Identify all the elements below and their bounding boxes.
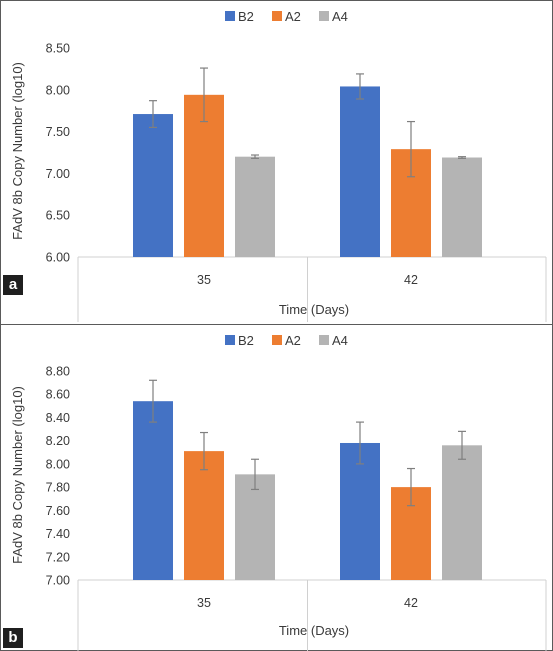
bar-b2-42	[340, 442, 380, 580]
y-tick-label: 6.50	[46, 209, 70, 223]
legend-label-a2: A2	[285, 333, 301, 348]
bar-a4-42	[442, 445, 482, 580]
bar-b2-42	[340, 86, 380, 258]
x-category-label: 42	[404, 273, 418, 287]
legend-label-b2: B2	[238, 9, 254, 24]
legend-swatch-a2	[272, 11, 282, 21]
legend-swatch-b2	[225, 11, 235, 21]
chart-a: B2 A2 A4 6.00 6.50 7.00 7.50 8.00 8.50 FAdV 8b Co…	[10, 9, 547, 322]
bar-a4-35	[235, 156, 275, 257]
y-tick-label: 7.80	[46, 481, 70, 495]
bar-a2-35	[184, 451, 224, 580]
y-tick-label: 7.50	[46, 125, 70, 139]
y-tick-label: 8.50	[46, 42, 70, 56]
panel-tag-a: a	[3, 275, 23, 295]
bar-b2-35	[133, 114, 173, 257]
chart-b: B2 A2 A4 7.00 7.20 7.40 7.60 7.80 8.00 8.20 8.40 8.…	[10, 333, 547, 651]
y-tick-label: 8.00	[46, 457, 70, 471]
legend-swatch-a4	[319, 11, 329, 21]
legend-label-a4: A4	[332, 9, 348, 24]
y-tick-label: 7.60	[46, 504, 70, 518]
bar-a4-42	[442, 157, 482, 257]
legend-label-a4: A4	[332, 333, 348, 348]
panel-divider	[1, 324, 553, 325]
legend-label-a2: A2	[285, 9, 301, 24]
x-category-label: 42	[404, 596, 418, 610]
legend-swatch-a4	[319, 335, 329, 345]
y-tick-label: 8.80	[46, 365, 70, 379]
y-tick-label: 6.00	[46, 251, 70, 265]
y-tick-label: 7.40	[46, 527, 70, 541]
y-tick-label: 7.00	[46, 574, 70, 588]
y-axis-title: FAdV 8b Copy Number (log10)	[10, 386, 25, 564]
x-category-label: 35	[197, 596, 211, 610]
y-tick-label: 8.00	[46, 83, 70, 97]
y-tick-label: 7.00	[46, 167, 70, 181]
y-tick-label: 8.60	[46, 388, 70, 402]
y-tick-label: 8.20	[46, 434, 70, 448]
bar-a4-35	[235, 474, 275, 580]
x-category-label: 35	[197, 273, 211, 287]
legend-swatch-b2	[225, 335, 235, 345]
x-axis-title: Time (Days)	[279, 623, 349, 638]
legend-swatch-a2	[272, 335, 282, 345]
y-axis-title: FAdV 8b Copy Number (log10)	[10, 62, 25, 240]
bar-b2-35	[133, 401, 173, 580]
y-tick-label: 7.20	[46, 550, 70, 564]
panel-tag-b: b	[3, 628, 23, 648]
legend-label-b2: B2	[238, 333, 254, 348]
x-axis-title: Time (Days)	[279, 302, 349, 317]
y-tick-label: 8.40	[46, 411, 70, 425]
